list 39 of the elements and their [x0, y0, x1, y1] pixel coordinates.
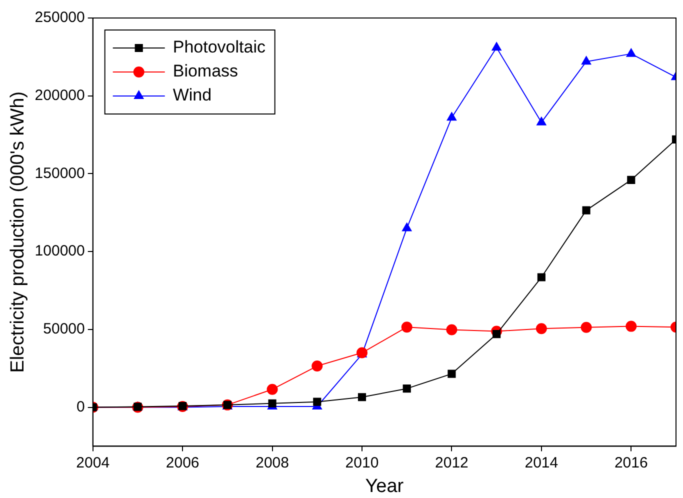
point — [580, 322, 592, 333]
y-tick-label: 100000 — [34, 242, 85, 260]
point — [358, 393, 366, 402]
point — [446, 112, 457, 121]
legend-label: Biomass — [172, 62, 238, 81]
point — [313, 398, 322, 406]
legend-label: Photovoltaic — [172, 38, 266, 57]
point — [626, 320, 637, 332]
x-tick-label: 2016 — [614, 454, 648, 472]
point — [536, 116, 546, 126]
point — [581, 56, 592, 65]
x-tick-label: 2008 — [256, 454, 289, 472]
point — [402, 384, 411, 393]
point — [401, 322, 412, 333]
y-axis-title: Electricity production (000's kWh) — [8, 91, 29, 373]
x-axis-title: Year — [365, 476, 404, 497]
point — [582, 206, 590, 214]
x-tick-label: 2010 — [345, 454, 379, 472]
point — [627, 176, 636, 184]
point — [448, 370, 456, 378]
y-tick-label: 0 — [76, 398, 85, 416]
point — [536, 323, 547, 334]
y-tick-label: 150000 — [34, 164, 85, 182]
point — [312, 360, 323, 372]
point — [446, 324, 458, 336]
point — [492, 42, 502, 51]
legend-label: Wind — [172, 86, 212, 105]
point — [492, 330, 501, 338]
x-tick-label: 2006 — [166, 454, 200, 472]
y-tick-label: 250000 — [34, 9, 85, 26]
y-tick-label: 200000 — [34, 86, 85, 104]
x-tick-label: 2004 — [76, 454, 110, 472]
point — [402, 222, 412, 232]
point — [266, 384, 278, 395]
point — [626, 48, 636, 57]
point — [537, 273, 546, 282]
x-tick-label: 2014 — [524, 454, 558, 472]
x-tick-label: 2012 — [435, 454, 468, 472]
y-tick-label: 50000 — [43, 320, 85, 338]
